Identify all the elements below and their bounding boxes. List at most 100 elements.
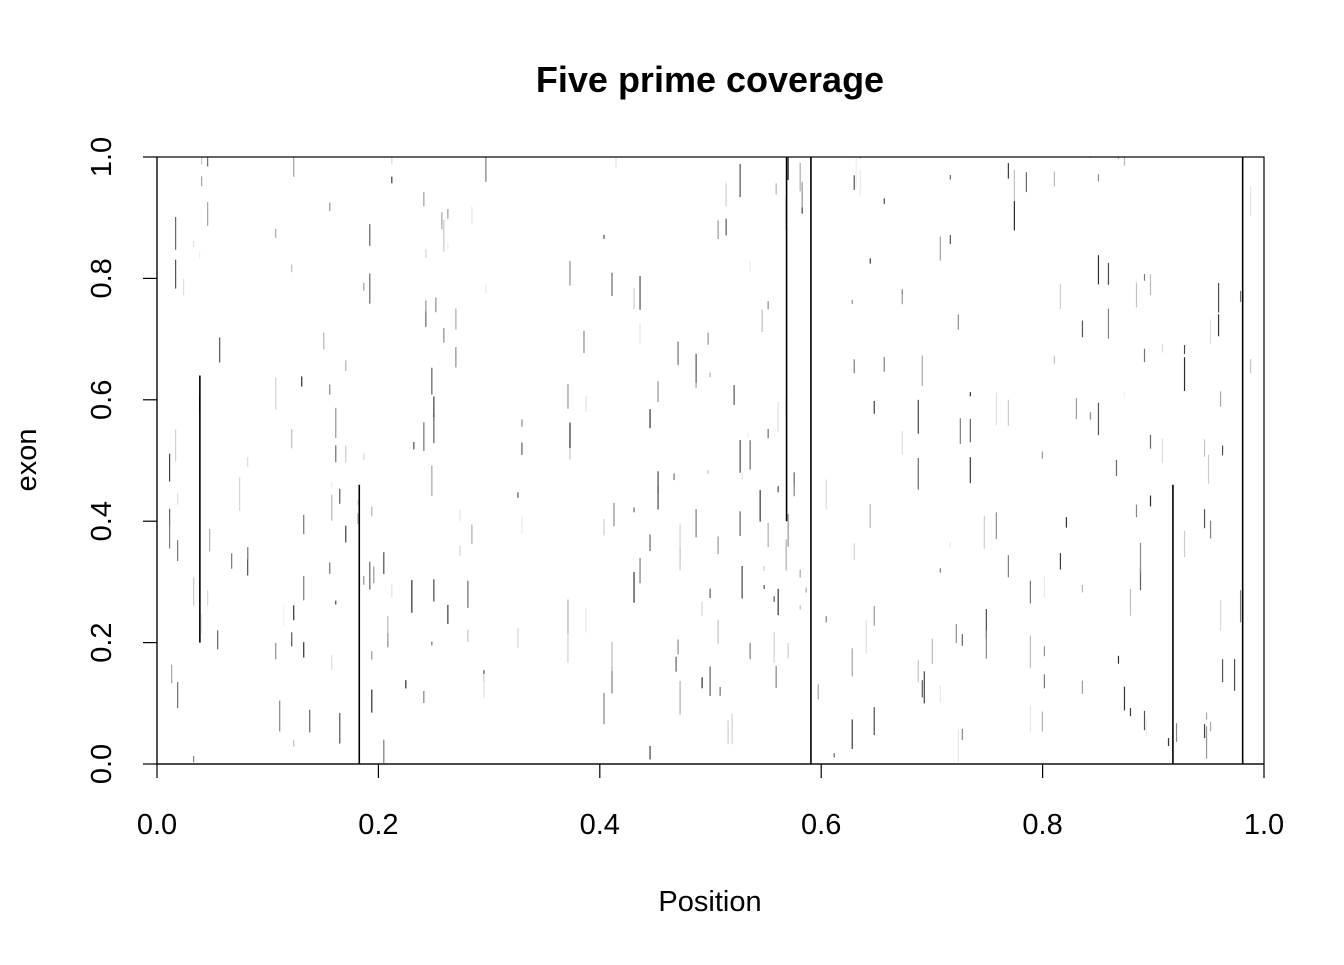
coverage-cell [363, 283, 364, 291]
coverage-cell [750, 440, 751, 469]
coverage-cell [471, 207, 472, 224]
coverage-cell [1206, 726, 1207, 758]
coverage-cell [447, 244, 448, 249]
coverage-cell [275, 378, 276, 410]
coverage-cell [177, 682, 178, 708]
coverage-cell [329, 203, 330, 211]
coverage-cell [293, 605, 294, 620]
coverage-cell [1234, 659, 1235, 691]
coverage-cell [567, 631, 568, 663]
coverage-cell [1116, 460, 1117, 476]
coverage-cell [950, 542, 951, 548]
coverage-cell [852, 719, 853, 749]
coverage-cell [433, 414, 434, 443]
coverage-cell [171, 665, 172, 684]
coverage-cell [1210, 319, 1211, 343]
coverage-cell [175, 217, 176, 250]
coverage-cell [732, 714, 733, 745]
y-tick-label: 0.6 [86, 380, 118, 420]
coverage-cell [585, 608, 586, 633]
coverage-cell [774, 596, 775, 602]
coverage-cell [1176, 723, 1177, 742]
coverage-cell [1098, 174, 1099, 181]
coverage-cell [1184, 345, 1185, 354]
coverage-cell [199, 252, 200, 258]
coverage-cell [207, 157, 208, 167]
coverage-cell [301, 376, 302, 386]
coverage-cell [918, 660, 919, 683]
y-tick-label: 0.8 [86, 258, 118, 298]
coverage-cell [677, 342, 678, 365]
coverage-cell [874, 707, 875, 735]
coverage-cell [1030, 581, 1031, 604]
coverage-column [1172, 485, 1174, 764]
coverage-cell [1042, 452, 1043, 459]
coverage-cell [1130, 589, 1131, 616]
coverage-cell [679, 681, 680, 715]
coverage-cell [443, 220, 444, 252]
coverage-column [810, 157, 812, 764]
coverage-cell [768, 301, 769, 309]
coverage-cell [1150, 495, 1151, 506]
coverage-cell [870, 504, 871, 528]
coverage-cell [800, 163, 801, 192]
coverage-cell [1108, 263, 1109, 285]
coverage-cell [345, 360, 346, 371]
coverage-cell [918, 458, 919, 490]
coverage-cell [718, 220, 719, 239]
coverage-cell [740, 511, 741, 536]
coverage-cell [435, 298, 436, 313]
coverage-cell [786, 539, 787, 570]
coverage-cell [701, 677, 702, 688]
coverage-cell [768, 429, 769, 438]
coverage-cell [740, 440, 741, 473]
coverage-cell [279, 701, 280, 732]
coverage-cell [363, 453, 364, 459]
coverage-cell [291, 429, 292, 448]
coverage-cell [1060, 553, 1061, 569]
coverage-cell [922, 356, 923, 386]
coverage-cell [884, 357, 885, 372]
coverage-cell [940, 568, 941, 572]
coverage-cell [778, 589, 779, 615]
coverage-cell [231, 553, 232, 568]
coverage-cell [175, 430, 176, 461]
coverage-cell [1082, 321, 1083, 338]
coverage-cell [339, 713, 340, 744]
coverage-cell [331, 495, 332, 521]
coverage-cell [826, 479, 827, 509]
coverage-cell [860, 170, 861, 196]
coverage-cell [740, 164, 741, 197]
coverage-cell [852, 648, 853, 676]
coverage-cell [788, 514, 789, 547]
y-axis-label: exon [11, 429, 43, 492]
coverage-cell [1066, 517, 1067, 528]
coverage-cell [1146, 719, 1147, 737]
coverage-cell [371, 651, 372, 659]
coverage-cell [874, 606, 875, 626]
coverage-cell [1014, 170, 1015, 201]
coverage-cell [569, 423, 570, 448]
coverage-cell [1044, 576, 1045, 597]
coverage-cell [1162, 344, 1163, 352]
coverage-cell [1144, 274, 1145, 281]
coverage-cell [291, 265, 292, 273]
coverage-cell [335, 408, 336, 438]
coverage-cell [331, 655, 332, 670]
coverage-cell [726, 219, 727, 236]
coverage-cell [423, 192, 424, 206]
coverage-cell [956, 624, 957, 643]
coverage-cell [1140, 543, 1141, 573]
coverage-cell [207, 202, 208, 226]
coverage-cell [447, 209, 448, 219]
coverage-cell [1204, 509, 1205, 528]
coverage-cell [657, 486, 658, 509]
coverage-cell [433, 396, 434, 417]
y-tick-label: 0.2 [86, 622, 118, 662]
coverage-cell [275, 229, 276, 238]
coverage-cell [1090, 412, 1091, 419]
coverage-cell [764, 566, 765, 571]
x-tick-label: 0.4 [580, 809, 620, 841]
